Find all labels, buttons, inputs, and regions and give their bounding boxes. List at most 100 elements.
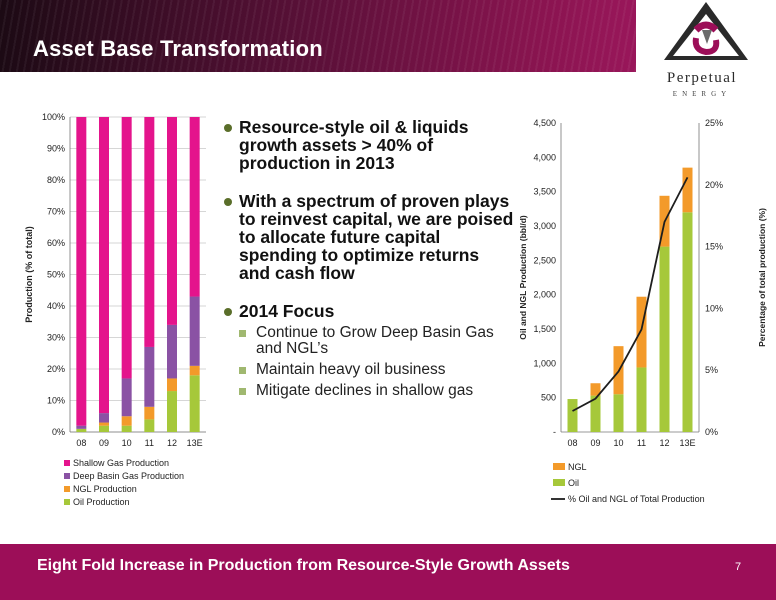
y-tick-label: 1,000 [533, 358, 556, 368]
y-tick-label: 100% [42, 112, 65, 122]
y-tick-label: 90% [47, 144, 65, 154]
y-tick-label: 10% [47, 396, 65, 406]
legend-label: NGL Production [73, 484, 137, 494]
page-number: 7 [735, 561, 742, 573]
bullet-text: With a spectrum of proven plays to reinv… [239, 191, 514, 283]
bar-segment [682, 167, 693, 213]
bar-segment [99, 422, 109, 426]
legend-swatch [553, 479, 565, 486]
x-tick-label: 11 [637, 438, 646, 448]
bar-segment [167, 117, 177, 325]
y-tick-label: 2,000 [533, 290, 556, 300]
x-tick-label: 12 [659, 438, 669, 448]
bullet-text: Resource-style oil & liquids growth asse… [239, 117, 469, 173]
bar-segment [99, 425, 109, 432]
y-tick-label: 2,500 [533, 255, 556, 265]
bar-segment [99, 117, 109, 414]
bar-segment [682, 212, 693, 432]
y-tick-label: 30% [47, 333, 65, 343]
x-tick-label: 11 [145, 438, 154, 448]
sub-bullet-text: Maintain heavy oil business [256, 361, 446, 378]
bar-segment [76, 428, 87, 432]
bar-segment [613, 394, 624, 432]
bar-segment [76, 425, 87, 429]
bar-segment [121, 416, 132, 426]
sub-bullet-text: Continue to Grow Deep Basin Gas and NGL’… [256, 324, 494, 357]
bullet-item: 2014 Focus [224, 302, 514, 320]
bar-segment [636, 367, 647, 432]
production-mix-chart: 0% 10% 20% 30% 40% 50% 60% 70% 80% 90% 100% 08 09 10 1… [24, 112, 206, 507]
y2-tick-label: 5% [705, 365, 718, 375]
y-tick-label: 40% [47, 301, 65, 311]
bar-segment [167, 378, 177, 392]
bar-segment [121, 378, 132, 417]
bullet-list: Resource-style oil & liquids growth asse… [224, 118, 514, 399]
x-tick-label: 09 [590, 438, 600, 448]
y-tick-label: 20% [47, 364, 65, 374]
logo-triangle-icon [664, 2, 748, 60]
bar-segment [189, 117, 200, 297]
y2-tick-label: 20% [705, 180, 723, 190]
y-tick-label: 3,000 [533, 221, 556, 231]
sub-bullet-item: Continue to Grow Deep Basin Gas and NGL’… [224, 325, 514, 357]
legend-swatch [64, 499, 70, 505]
y-tick-label: 4,500 [533, 118, 556, 128]
legend-label: Deep Basin Gas Production [73, 471, 184, 481]
legend-label: % Oil and NGL of Total Production [568, 494, 705, 504]
bullet-text: 2014 Focus [239, 301, 335, 321]
y2-tick-label: 25% [705, 118, 723, 128]
bullet-item: Resource-style oil & liquids growth asse… [224, 118, 514, 172]
legend-swatch [64, 473, 70, 479]
oil-ngl-production-chart: - 500 1,000 1,500 2,000 2,500 3,000 3,500 4,000 4… [518, 118, 767, 504]
bar-segment [144, 346, 155, 407]
y-tick-label: 50% [47, 270, 65, 280]
y-tick-label: 70% [47, 207, 65, 217]
y2-tick-label: 0% [705, 427, 718, 437]
bar-segment [636, 296, 647, 368]
bar-segment [144, 419, 155, 432]
legend-label: Oil [568, 478, 579, 488]
x-tick-label: 10 [613, 438, 623, 448]
y-tick-label: 80% [47, 175, 65, 185]
y-axis-label: Oil and NGL Production (bbl/d) [518, 215, 528, 340]
bar-segment [99, 413, 109, 423]
logo-name: Perpetual [666, 70, 738, 86]
bar-segment [189, 365, 200, 376]
logo-subtitle: ENERGY [672, 90, 732, 98]
bar-segment [590, 395, 601, 432]
series-line [572, 176, 689, 412]
y-tick-label: 60% [47, 238, 65, 248]
logo [636, 0, 776, 106]
y2-tick-label: 10% [705, 303, 723, 313]
y2-axis-label: Percentage of total production (%) [757, 208, 767, 347]
x-tick-label: 08 [567, 438, 577, 448]
bar-segment [167, 324, 177, 379]
bar-segment [659, 246, 670, 432]
legend-label: NGL [568, 462, 587, 472]
bar-segment [189, 296, 200, 366]
x-tick-label: 13E [187, 438, 203, 448]
footer-text: Eight Fold Increase in Production from R… [37, 557, 570, 574]
slide-title: Asset Base Transformation [33, 36, 323, 61]
bar-segment [189, 375, 200, 432]
sub-bullet-text: Mitigate declines in shallow gas [256, 382, 474, 399]
y-tick-label: - [553, 427, 556, 437]
slide-footer [0, 544, 776, 600]
y-tick-label: 1,500 [533, 324, 556, 334]
y-tick-label: 0% [52, 427, 65, 437]
bar-segment [121, 117, 132, 379]
bar-segment [144, 406, 155, 420]
bullet-item: With a spectrum of proven plays to reinv… [224, 192, 514, 282]
x-tick-label: 09 [99, 438, 109, 448]
bar-segment [144, 117, 155, 347]
legend-swatch [64, 460, 70, 466]
bar-segment [121, 425, 132, 432]
legend-label: Oil Production [73, 497, 130, 507]
legend-swatch [553, 463, 565, 470]
sub-bullet-item: Maintain heavy oil business [224, 362, 514, 378]
y2-tick-label: 15% [705, 242, 723, 252]
x-tick-label: 10 [122, 438, 132, 448]
x-tick-label: 08 [76, 438, 86, 448]
y-tick-label: 4,000 [533, 152, 556, 162]
bar-segment [76, 117, 87, 426]
